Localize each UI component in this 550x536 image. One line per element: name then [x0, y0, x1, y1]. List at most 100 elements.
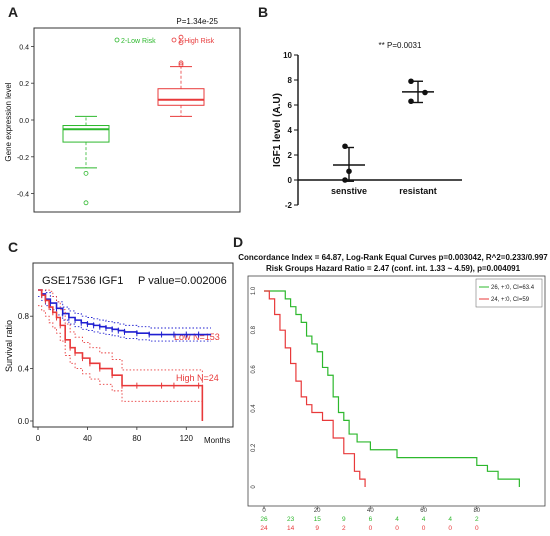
panel-a-legend: 2-Low Risk 1-High Risk	[114, 37, 215, 45]
box-outlier-high	[178, 60, 184, 66]
panel-d-legend-box	[475, 278, 543, 308]
panel-a-y-tick-label: -0.4	[17, 192, 29, 199]
panel-a-y-tick-label: -0.2	[17, 155, 29, 162]
panel-d-title-line1: Concordance Index = 64.87, Log-Rank Equa…	[238, 253, 548, 262]
panel-a-y-tick-label: 0.0	[19, 118, 29, 125]
data-point	[408, 98, 414, 105]
data-point	[342, 143, 348, 150]
data-point	[346, 168, 352, 175]
at-risk-red-value: 0	[422, 525, 426, 532]
data-point	[422, 89, 428, 96]
panel-a-frame	[33, 27, 241, 213]
box-outlier-high	[178, 40, 184, 46]
panel-c-frame	[32, 262, 234, 428]
legend-marker-low	[114, 37, 120, 43]
panel-a-y-ticks: -0.4 -0.2 0.0 0.2 0.4	[17, 44, 34, 199]
panel-b-category-label: senstive	[331, 186, 367, 196]
panel-label-b: B	[258, 4, 268, 20]
panel-d-x-tick-label: 80	[473, 508, 480, 514]
at-risk-red-value: 9	[315, 525, 319, 532]
panel-label-c: C	[8, 239, 18, 255]
at-risk-red-value: 2	[342, 525, 346, 532]
at-risk-green-value: 9	[342, 516, 346, 523]
at-risk-green-value: 4	[422, 516, 426, 523]
panel-b-y-tick-label: 2	[288, 151, 293, 160]
panel-a-y-axis-label: Gene expression level	[4, 82, 13, 161]
at-risk-green-value: 4	[395, 516, 399, 523]
at-risk-green-value: 4	[448, 516, 452, 523]
panel-d-y-tick-label: 0.6	[251, 365, 257, 374]
panel-d-y-tick-label: 0	[251, 485, 257, 489]
box-body-low	[62, 125, 110, 143]
at-risk-red-value: 14	[287, 525, 295, 532]
panel-label-d: D	[233, 234, 243, 250]
panel-b-y-tick-label: 8	[288, 76, 293, 85]
panel-a-boxes	[62, 34, 205, 206]
panel-b-scatter: ** P=0.0031 IGF1 level (A.U) -2 0 2 4 6 8 10 se…	[272, 41, 462, 210]
panel-b-y-tick-label: 4	[288, 126, 293, 135]
box-outlier-low	[83, 200, 89, 206]
box-outlier-high	[178, 34, 184, 40]
panel-b-y-tick-label: -2	[285, 201, 293, 210]
ci-upper-low	[38, 289, 211, 329]
at-risk-green-value: 26	[260, 516, 268, 523]
at-risk-green-value: 23	[287, 516, 295, 523]
panel-c-y-tick-label: 0.4	[18, 365, 30, 374]
at-risk-green-value: 2	[475, 516, 479, 523]
panel-c-ticks: 0 40 80 120 0.0 0.4 0.8	[18, 312, 194, 443]
at-risk-red-value: 0	[395, 525, 399, 532]
box-outlier-high	[178, 62, 184, 68]
panel-c-low-label: Low N=153	[174, 332, 220, 342]
panel-d-x-tick-label: 20	[314, 508, 321, 514]
panel-d-curves	[264, 290, 520, 487]
panel-c-survival: GSE17536 IGF1 P value=0.002006 Survival …	[4, 262, 234, 445]
panel-b-annotation: ** P=0.0031	[379, 41, 422, 50]
panel-c-x-tick-label: 80	[132, 434, 141, 443]
panel-c-p-value: P value=0.002006	[138, 275, 227, 287]
at-risk-red-value: 0	[448, 525, 452, 532]
panel-b-y-tick-label: 6	[288, 101, 293, 110]
box-outlier-low	[83, 170, 89, 176]
panel-b-y-tick-label: 0	[288, 176, 293, 185]
legend-label-low: 2-Low Risk	[121, 38, 156, 45]
legend-label-high: 1-High Risk	[178, 38, 215, 45]
panel-b-category-label: resistant	[399, 186, 437, 196]
survival-curve-low	[38, 289, 211, 336]
panel-c-y-tick-label: 0.8	[18, 312, 30, 321]
panel-c-x-tick-label: 120	[180, 434, 194, 443]
panel-d-ticks: 0 20 40 60 80 0 0.2 0.4 0.6 0.8 1.0	[251, 286, 481, 514]
panel-c-y-axis-label: Survival ratio	[4, 320, 14, 372]
survival-curve-green	[264, 290, 520, 487]
panel-b-points	[333, 78, 434, 183]
panel-d-y-tick-label: 0.2	[251, 443, 257, 452]
panel-d-y-tick-label: 0.8	[251, 325, 257, 334]
panel-b-axes: -2 0 2 4 6 8 10 senstive resistant	[283, 51, 462, 210]
ci-lower-high	[38, 305, 203, 421]
at-risk-green-value: 6	[369, 516, 373, 523]
panel-d-frame	[247, 275, 546, 507]
at-risk-red-value: 0	[475, 525, 479, 532]
panel-c-y-tick-label: 0.0	[18, 417, 30, 426]
panel-d-x-tick-label: 0	[262, 508, 266, 514]
panel-c-title: GSE17536 IGF1	[42, 275, 123, 287]
data-point	[342, 177, 348, 183]
panel-c-high-label: High N=24	[176, 373, 219, 383]
panel-b-y-axis-label: IGF1 level (A.U)	[272, 93, 283, 167]
ci-upper-high	[38, 289, 203, 406]
panel-c-curves	[38, 289, 211, 421]
panel-label-a: A	[8, 4, 18, 20]
survival-curve-red	[264, 290, 366, 487]
panel-a-boxplot: P=1.34e-25 Gene expression level -0.4 -0.…	[4, 17, 241, 213]
panel-d-legend: 26, +:0, CI=63.4 24, +:0, CI=59	[475, 278, 543, 308]
panel-c-x-tick-label: 40	[83, 434, 92, 443]
at-risk-red-value: 24	[260, 525, 268, 532]
panel-d-x-tick-label: 40	[367, 508, 374, 514]
panel-c-x-tick-label: 0	[36, 434, 41, 443]
panel-d-title-line2: Risk Groups Hazard Ratio = 2.47 (conf. i…	[266, 264, 521, 273]
panel-a-p-value: P=1.34e-25	[176, 17, 218, 26]
legend-label-red: 24, +:0, CI=59	[491, 297, 530, 303]
panel-b-y-tick-label: 10	[283, 51, 292, 60]
at-risk-red-value: 0	[369, 525, 373, 532]
